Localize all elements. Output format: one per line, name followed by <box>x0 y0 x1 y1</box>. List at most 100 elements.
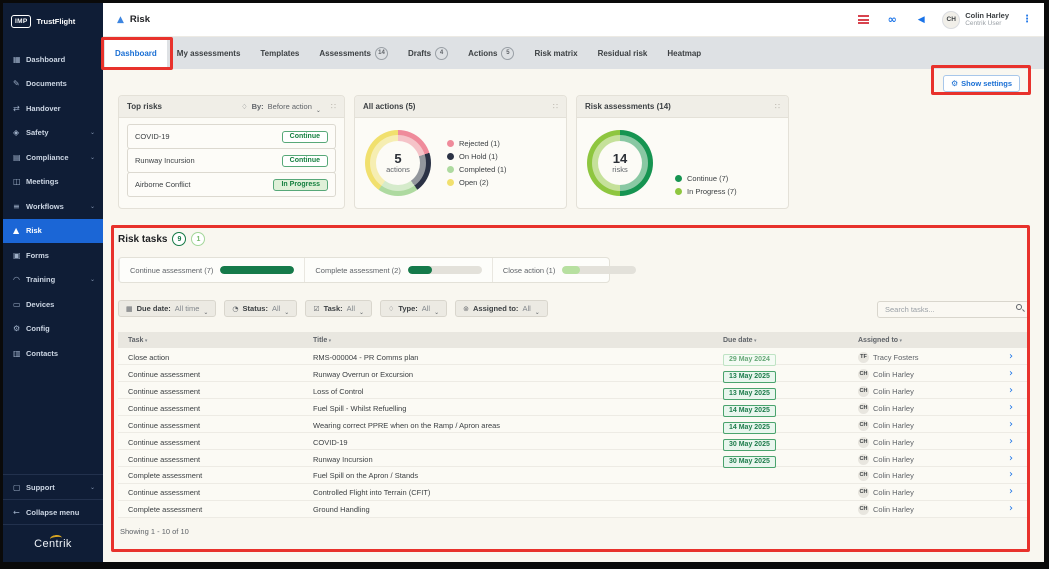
drag-handle-icon[interactable] <box>553 102 558 111</box>
row-chevron-icon[interactable] <box>1009 487 1013 497</box>
queue-icon <box>858 15 869 24</box>
tab-label: Dashboard <box>115 49 157 58</box>
collapse-icon: ← <box>13 508 26 517</box>
tab[interactable]: Drafts 4 <box>398 37 458 69</box>
sidebar-item[interactable]: ▤ Compliance <box>3 145 103 170</box>
top-risk-row[interactable]: COVID-19 Continue <box>127 124 336 149</box>
tab[interactable]: Residual risk <box>588 37 658 69</box>
all-actions-controls <box>547 102 558 111</box>
column-header[interactable]: Assigned to <box>848 337 993 344</box>
column-header[interactable]: Due date <box>713 337 848 344</box>
user-menu[interactable]: CH Colin Harley Centrik User <box>942 11 1009 29</box>
sidebar-item-label: Collapse menu <box>26 508 79 517</box>
table-row[interactable]: Continue assessment Runway Incursion 30 … <box>118 450 1029 467</box>
assignee-cell: CH Colin Harley <box>848 504 993 515</box>
table-row[interactable]: Continue assessment Wearing correct PPRE… <box>118 416 1029 433</box>
column-header[interactable]: Title <box>303 337 713 344</box>
safety-icon: ◈ <box>13 128 26 137</box>
filter-dropdown[interactable]: ▦ Due date: All time <box>118 300 216 317</box>
all-actions-donut-chart: 5 actions <box>365 130 431 196</box>
column-header[interactable]: Task <box>118 337 303 344</box>
legend-item: Continue (7) <box>675 174 737 183</box>
task-cell: Continue assessment <box>118 370 303 379</box>
tab-label: Drafts <box>408 49 431 58</box>
tab[interactable]: My assessments <box>167 37 251 69</box>
queue-icon-button[interactable] <box>855 12 871 28</box>
sidebar-item[interactable]: ▭ Devices <box>3 292 103 317</box>
sidebar-footer-item[interactable]: ▢ Support <box>3 474 103 499</box>
due-date-cell: 13 May 2025 <box>713 382 848 400</box>
filter-dropdown[interactable]: ◔ Status: All <box>224 300 297 317</box>
drag-handle-icon[interactable] <box>775 102 780 111</box>
sidebar-nav: ▦ Dashboard ✎ Documents ⇄ Handover <box>3 39 103 366</box>
handover-icon: ⇄ <box>13 104 26 113</box>
sidebar-item[interactable]: ▲ Risk <box>3 219 103 244</box>
chevron-down-icon <box>90 154 95 161</box>
row-chevron-icon[interactable] <box>1009 386 1013 396</box>
filter-chips: ▦ Due date: All time ◔ Status: All <box>118 300 548 317</box>
megaphone-icon[interactable] <box>913 12 929 28</box>
chevron-down-icon <box>90 129 95 136</box>
sidebar-item[interactable]: ▦ Dashboard <box>3 47 103 72</box>
risk-assessments-legend: Continue (7) In Progress (7) <box>675 170 737 200</box>
table-row[interactable]: Continue assessment Runway Overrun or Ex… <box>118 365 1029 382</box>
avatar: CH <box>858 420 869 431</box>
top-risk-row[interactable]: Runway Incursion Continue <box>127 148 336 173</box>
table-row[interactable]: Continue assessment COVID-19 30 May 2025… <box>118 433 1029 450</box>
filter-label: Assigned to: <box>473 304 518 313</box>
table-row[interactable]: Close action RMS-000004 - PR Comms plan … <box>118 348 1029 365</box>
link-icon[interactable] <box>884 12 900 28</box>
sidebar-item[interactable]: ⚙ Config <box>3 317 103 342</box>
workflows-icon: ≡ <box>13 202 26 211</box>
search-input[interactable] <box>877 301 1029 318</box>
tab[interactable]: Dashboard <box>105 37 167 69</box>
sidebar-item[interactable]: ▥ Contacts <box>3 341 103 366</box>
row-chevron-icon[interactable] <box>1009 352 1013 362</box>
kebab-menu-icon[interactable] <box>1022 14 1032 25</box>
sidebar-item[interactable]: ◈ Safety <box>3 121 103 146</box>
row-chevron-icon[interactable] <box>1009 504 1013 514</box>
avatar: CH <box>858 454 869 465</box>
legend-item: In Progress (7) <box>675 187 737 196</box>
sidebar-item[interactable]: ◠ Training <box>3 268 103 293</box>
forms-icon: ▣ <box>13 251 26 260</box>
filter-dropdown[interactable]: ⊚ Assigned to: All <box>455 300 548 317</box>
sidebar-item[interactable]: ◫ Meetings <box>3 170 103 195</box>
sidebar-item[interactable]: ✎ Documents <box>3 72 103 97</box>
risk-name: Runway Incursion <box>135 156 195 165</box>
row-chevron-icon[interactable] <box>1009 437 1013 447</box>
sidebar-item[interactable]: ⇄ Handover <box>3 96 103 121</box>
sidebar-item[interactable]: ≡ Workflows <box>3 194 103 219</box>
avatar: CH <box>942 11 960 29</box>
page-title-wrap: ▲ Risk <box>117 14 150 25</box>
by-dropdown[interactable]: Before action <box>268 102 312 111</box>
filter-label: Type: <box>398 304 417 313</box>
sidebar-footer-item[interactable]: ← Collapse menu <box>3 499 103 524</box>
drag-handle-icon[interactable] <box>331 102 336 111</box>
filter-dropdown[interactable]: ♢ Type: All <box>380 300 447 317</box>
tab[interactable]: Assessments 14 <box>309 37 398 69</box>
risk-assessments-body: 14 risks Continue (7) <box>577 118 788 208</box>
row-chevron-icon[interactable] <box>1009 470 1013 480</box>
table-row[interactable]: Complete assessment Fuel Spill on the Ap… <box>118 467 1029 484</box>
tab[interactable]: Actions 5 <box>458 37 524 69</box>
user-meta: Colin Harley Centrik User <box>965 11 1009 29</box>
row-chevron-icon[interactable] <box>1009 369 1013 379</box>
table-row[interactable]: Complete assessment Ground Handling CH C… <box>118 501 1029 518</box>
assignee-name: Colin Harley <box>873 370 914 379</box>
sidebar-item-label: Risk <box>26 226 42 235</box>
table-row[interactable]: Continue assessment Loss of Control 13 M… <box>118 382 1029 399</box>
tab[interactable]: Heatmap <box>657 37 711 69</box>
assignee-name: Colin Harley <box>873 505 914 514</box>
tab[interactable]: Risk matrix <box>524 37 587 69</box>
table-row[interactable]: Continue assessment Controlled Flight in… <box>118 484 1029 501</box>
top-risk-row[interactable]: Airborne Conflict In Progress <box>127 172 336 197</box>
row-chevron-icon[interactable] <box>1009 454 1013 464</box>
tab[interactable]: Templates <box>250 37 309 69</box>
filter-dropdown[interactable]: ☑ Task: All <box>305 300 372 317</box>
sidebar-item[interactable]: ▣ Forms <box>3 243 103 268</box>
table-row[interactable]: Continue assessment Fuel Spill - Whilst … <box>118 399 1029 416</box>
show-settings-button[interactable]: Show settings <box>943 75 1020 92</box>
row-chevron-icon[interactable] <box>1009 403 1013 413</box>
row-chevron-icon[interactable] <box>1009 420 1013 430</box>
